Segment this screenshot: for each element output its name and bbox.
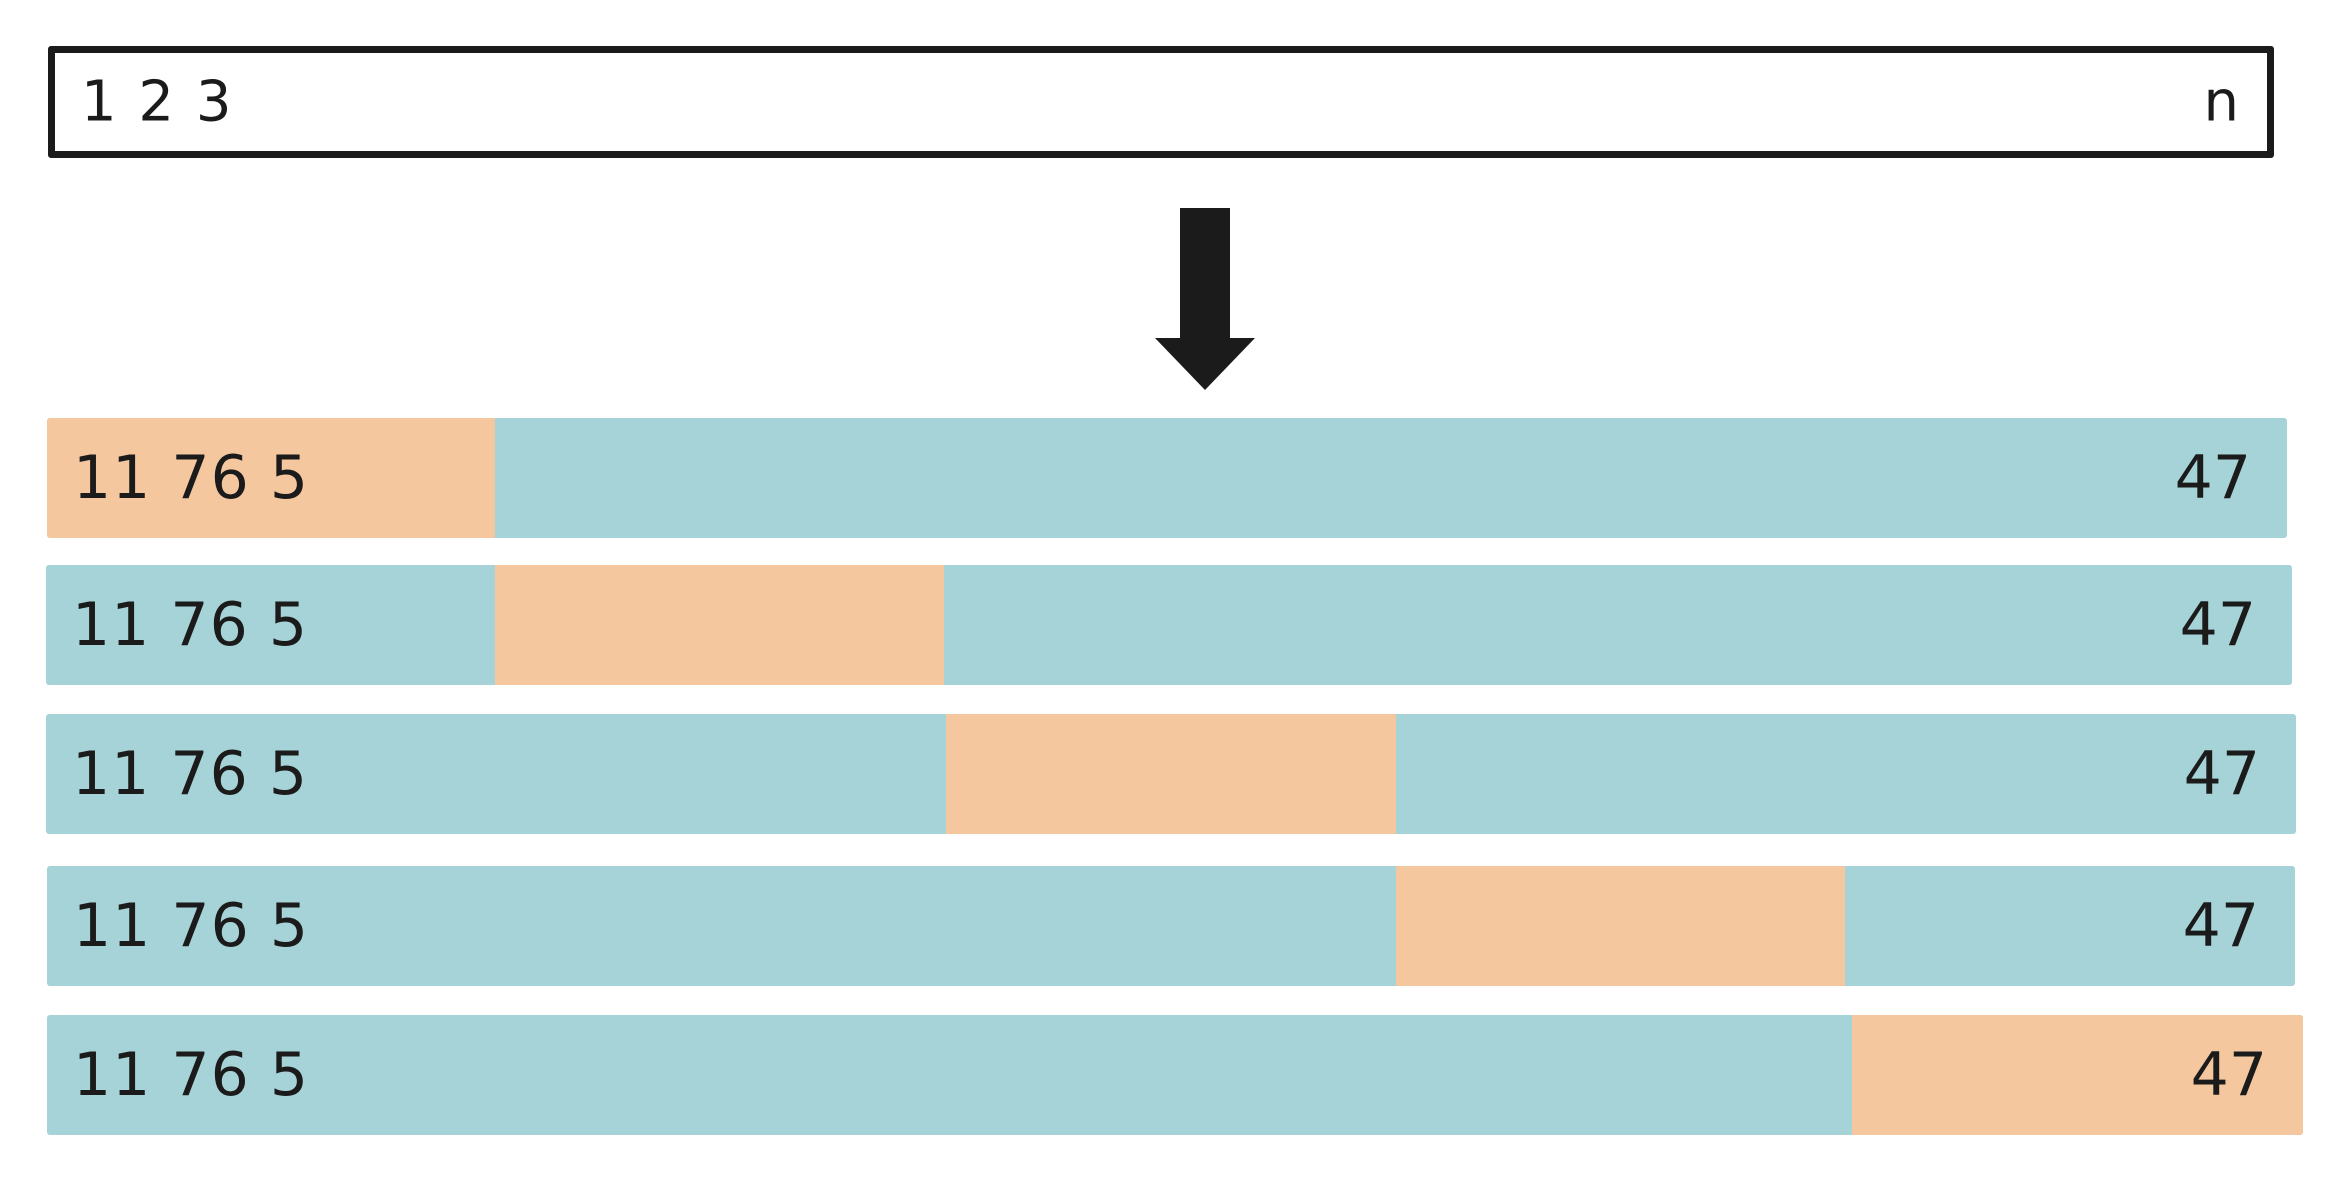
fold-highlight-segment (495, 565, 945, 685)
fold-end-label: 47 (2190, 1040, 2267, 1110)
fold-row-2: 11 76 5 47 (46, 565, 2292, 685)
fold-row-4: 11 76 5 47 (47, 866, 2295, 986)
input-sequence-box: 1 2 3 n (48, 46, 2274, 158)
fold-highlight-segment (47, 418, 495, 538)
fold-highlight-segment (946, 714, 1396, 834)
fold-row-1: 11 76 5 47 (47, 418, 2287, 538)
input-sequence-end-label: n (2203, 69, 2240, 135)
fold-highlight-segment (1851, 1015, 2303, 1135)
fold-start-label: 11 76 5 (72, 590, 309, 660)
fold-start-label: 11 76 5 (73, 1040, 310, 1110)
down-arrow-head (1155, 338, 1255, 390)
fold-highlight-segment (1395, 866, 1846, 986)
down-arrow-shaft (1180, 208, 1230, 338)
input-sequence-start-label: 1 2 3 (81, 69, 234, 135)
fold-start-label: 11 76 5 (73, 891, 310, 961)
fold-end-label: 47 (2174, 443, 2251, 513)
fold-end-label: 47 (2183, 739, 2260, 809)
fold-end-label: 47 (2182, 891, 2259, 961)
fold-start-label: 11 76 5 (72, 739, 309, 809)
fold-end-label: 47 (2179, 590, 2256, 660)
fold-start-label: 11 76 5 (73, 443, 310, 513)
down-arrow-icon (1155, 208, 1255, 390)
fold-row-3: 11 76 5 47 (46, 714, 2296, 834)
fold-row-5: 11 76 5 47 (47, 1015, 2303, 1135)
